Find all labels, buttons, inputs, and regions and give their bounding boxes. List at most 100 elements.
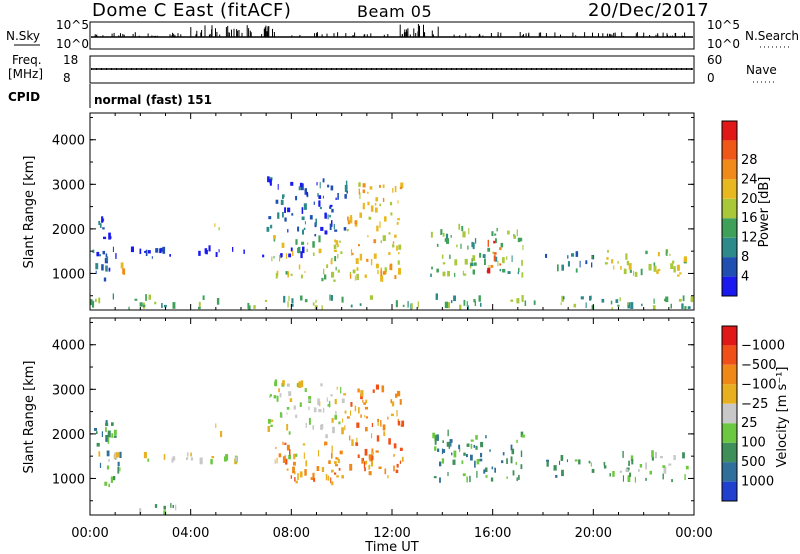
power-echo-cell: [279, 256, 281, 262]
power-echo-cell: [402, 304, 405, 307]
velocity-echo-cell: [520, 464, 523, 470]
power-echo-cell: [516, 298, 520, 304]
power-echo-cell: [304, 221, 306, 225]
freq-label: Freq.: [12, 53, 42, 67]
power-echo-cell: [630, 302, 634, 309]
velocity-echo-cell: [475, 445, 478, 450]
power-echo-cell: [623, 268, 627, 275]
velocity-echo-cell: [321, 467, 325, 472]
power-echo-cell: [151, 256, 153, 259]
power-echo-cell: [268, 216, 272, 220]
power-echo-cell: [533, 300, 536, 305]
power-echo-cell: [283, 295, 286, 303]
power-echo-cell: [470, 263, 474, 267]
velocity-echo-cell: [299, 402, 302, 407]
power-echo-cell: [134, 298, 138, 301]
power-echo-cell: [683, 256, 687, 263]
power-echo-cell: [373, 253, 377, 259]
power-echo-cell: [307, 242, 309, 245]
power-echo-cell: [359, 253, 363, 261]
velocity-colorbar-tick: −500: [741, 358, 777, 373]
power-echo-cell: [442, 271, 446, 277]
velocity-echo-cell: [300, 380, 304, 388]
velocity-echo-cell: [296, 383, 300, 388]
velocity-echo-cell: [474, 460, 476, 468]
power-echo-cell: [494, 256, 498, 262]
velocity-echo-cell: [490, 477, 494, 482]
velocity-echo-cell: [397, 390, 401, 397]
velocity-echo-cell: [96, 431, 98, 434]
velocity-echo-cell: [286, 444, 290, 451]
power-echo-cell: [394, 234, 397, 238]
power-echo-cell: [436, 268, 439, 273]
power-echo-cell: [144, 250, 146, 253]
power-echo-cell: [313, 201, 315, 205]
power-echo-cell: [292, 251, 294, 256]
velocity-echo-cell: [328, 460, 331, 464]
velocity-echo-cell: [274, 379, 278, 387]
velocity-echo-cell: [354, 405, 357, 412]
velocity-echo-cell: [466, 454, 468, 458]
power-colorbar-tick: 24: [741, 172, 758, 187]
velocity-echo-cell: [114, 452, 118, 459]
power-echo-cell: [384, 216, 387, 222]
power-echo-cell: [96, 251, 100, 257]
velocity-echo-cell: [299, 471, 303, 478]
power-echo-cell: [248, 305, 251, 310]
power-echo-cell: [579, 260, 581, 268]
nave-rtick-bottom: 0: [707, 71, 715, 85]
power-ylabel: Slant Range [km]: [22, 156, 37, 269]
power-echo-cell: [304, 270, 306, 273]
power-echo-cell: [309, 215, 313, 220]
velocity-echo-cell: [337, 457, 339, 461]
power-echo-cell: [376, 225, 379, 232]
power-echo-cell: [604, 262, 608, 265]
velocity-echo-cell: [117, 461, 120, 467]
power-echo-cell: [247, 302, 250, 309]
power-echo-cell: [358, 244, 360, 247]
velocity-echo-cell: [355, 442, 359, 446]
power-echo-cell: [524, 300, 527, 306]
nsearch-rtick-bottom: 10^0: [707, 37, 740, 51]
velocity-echo-cell: [186, 457, 189, 460]
power-echo-cell: [517, 237, 521, 243]
power-colorbar-tick: 28: [741, 153, 758, 168]
velocity-echo-cell: [113, 476, 116, 481]
velocity-echo-cell: [627, 475, 631, 482]
power-echo-cell: [312, 241, 315, 248]
power-echo-cell: [215, 252, 218, 257]
velocity-echo-cell: [518, 474, 520, 480]
velocity-echo-cell: [325, 474, 328, 481]
power-echo-cell: [306, 248, 308, 252]
velocity-echo-cell: [288, 391, 292, 396]
velocity-echo-cell: [512, 470, 515, 476]
power-echo-cell: [335, 197, 337, 200]
velocity-echo-cell: [170, 503, 172, 508]
velocity-echo-cell: [399, 399, 402, 405]
velocity-echo-cell: [361, 458, 364, 464]
velocity-echo-cell: [521, 434, 525, 438]
velocity-echo-cell: [220, 431, 223, 438]
velocity-echo-cell: [356, 422, 360, 428]
power-echo-cell: [130, 246, 134, 253]
power-echo-cell: [321, 277, 324, 282]
velocity-echo-cell: [285, 458, 288, 465]
power-echo-cell: [99, 254, 101, 257]
power-echo-cell: [267, 176, 270, 183]
power-echo-cell: [282, 194, 285, 198]
power-echo-cell: [430, 231, 433, 238]
power-echo-cell: [104, 257, 108, 264]
power-echo-cell: [447, 302, 450, 309]
velocity-echo-cell: [561, 469, 564, 477]
power-echo-cell: [444, 301, 448, 309]
power-ytick-label: 2000: [52, 223, 85, 238]
velocity-echo-cell: [377, 418, 379, 423]
power-echo-cell: [466, 301, 468, 307]
power-echo-cell: [120, 262, 124, 269]
velocity-colorbar-tick: 1000: [741, 475, 774, 490]
power-ytick-label: 1000: [52, 267, 85, 282]
velocity-echo-cell: [437, 448, 440, 452]
velocity-echo-cell: [341, 427, 344, 435]
power-echo-cell: [628, 263, 632, 270]
velocity-echo-cell: [274, 459, 276, 464]
